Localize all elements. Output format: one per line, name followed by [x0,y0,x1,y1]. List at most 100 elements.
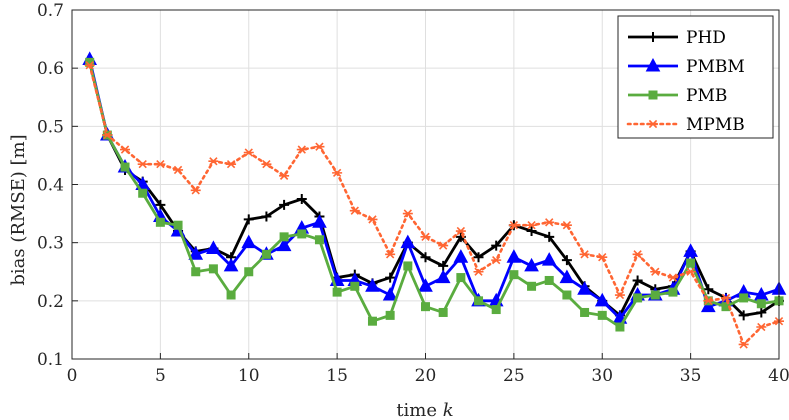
data-point-phd [243,214,254,225]
data-point-pmb [208,264,218,274]
data-point-pmb [85,57,95,67]
data-point-pmb [350,281,360,291]
legend-swatch-marker [648,32,658,42]
data-point-pmb [650,290,660,300]
data-point-pmbm [276,237,292,252]
data-point-mpmb [137,159,148,169]
data-point-pmbm [312,214,327,228]
data-point-phd [279,199,290,210]
data-point-phd [155,199,166,210]
data-point-pmb [279,232,289,242]
data-point-mpmb [243,148,254,157]
x-tick-label: 35 [680,366,702,386]
data-point-mpmb [261,159,272,169]
legend-label: PMB [686,86,727,106]
legend-label: PHD [686,28,726,48]
data-point-phd [703,284,714,295]
x-tick-label: 40 [768,366,789,386]
plot-series [82,51,787,349]
data-point-phd [632,275,643,286]
legend-entry-phd: PHD [628,28,726,48]
data-point-mpmb [650,267,661,276]
data-point-mpmb [226,159,237,169]
data-point-mpmb [756,322,767,332]
data-point-mpmb [438,241,449,250]
data-point-phd [261,211,272,222]
y-tick-label: 0.2 [37,292,64,312]
data-point-pmb [456,273,466,283]
legend-entry-pmbm: PMBM [628,57,745,77]
data-point-pmbm [188,246,204,260]
data-point-pmbm [541,252,557,266]
data-point-mpmb [703,296,714,305]
x-tick-label: 0 [67,366,78,386]
data-point-pmb [120,162,130,172]
data-point-pmbm [700,298,716,313]
axis-ticks: 0 5 10 15 20 25 30 35 40 0.1 0.2 0.3 0.4 0.5 0.6 0.7 [37,1,789,386]
data-point-mpmb [84,61,95,70]
series-line-pmb [88,62,780,329]
data-point-phd [526,226,537,237]
y-tick-label: 0.7 [37,1,64,21]
data-point-pmb [297,229,307,239]
data-point-mpmb [561,221,572,230]
data-point-mpmb [367,215,378,224]
data-point-phd [738,310,749,321]
data-point-mpmb [173,165,184,175]
x-tick-label: 5 [155,366,166,386]
data-point-mpmb [155,159,166,169]
legend-entry-pmb: PMB [628,86,727,106]
data-point-pmb [261,249,271,259]
data-point-mpmb [614,290,625,300]
data-point-mpmb [102,130,113,140]
data-point-phd [438,260,449,271]
data-point-phd [473,252,484,263]
data-point-pmb [544,275,554,285]
y-axis-label-text: bias (RMSE) [m] [8,134,29,285]
data-point-mpmb [526,221,537,230]
data-point-pmbm [206,240,221,254]
data-point-pmb [155,217,165,227]
data-point-pmbm [400,234,416,249]
data-point-mpmb [579,250,590,259]
data-point-pmbm [365,278,380,292]
data-point-pmbm [506,249,522,263]
data-point-pmb [332,287,342,297]
data-point-pmbm [418,278,433,292]
x-axis-label-text: time k [396,400,453,420]
x-axis-label: time k [396,400,453,420]
x-tick-label: 20 [415,366,437,386]
legend-label: PMBM [686,57,745,77]
data-point-pmb [138,188,148,198]
legend-swatch-marker [648,119,658,129]
data-point-pmb [668,287,678,297]
data-point-pmbm [382,286,398,301]
series-mpmb [84,61,784,349]
x-tick-label: 25 [503,366,525,386]
data-point-pmb [474,296,484,306]
legend-entry-mpmb: MPMB [626,115,745,135]
data-point-pmbm [453,249,469,263]
data-point-pmb [615,322,625,332]
y-tick-label: 0.6 [37,59,64,79]
data-point-phd [491,240,502,251]
data-point-mpmb [402,209,413,218]
data-point-pmb [756,299,766,309]
data-point-pmb [244,267,254,277]
data-point-pmb [739,293,749,303]
data-point-pmbm [241,234,257,249]
data-point-pmbm [524,257,539,272]
data-point-pmb [367,316,377,326]
data-point-mpmb [385,250,396,259]
y-tick-label: 0.5 [37,117,64,137]
data-point-phd [544,231,555,242]
x-tick-label: 30 [591,366,613,386]
data-point-mpmb [332,168,343,178]
series-line-pmbm [88,59,780,320]
data-point-pmb [314,235,324,245]
data-point-pmbm [577,281,592,295]
legend-label: MPMB [686,115,745,135]
data-point-mpmb [314,142,325,151]
data-point-mpmb [120,145,131,154]
